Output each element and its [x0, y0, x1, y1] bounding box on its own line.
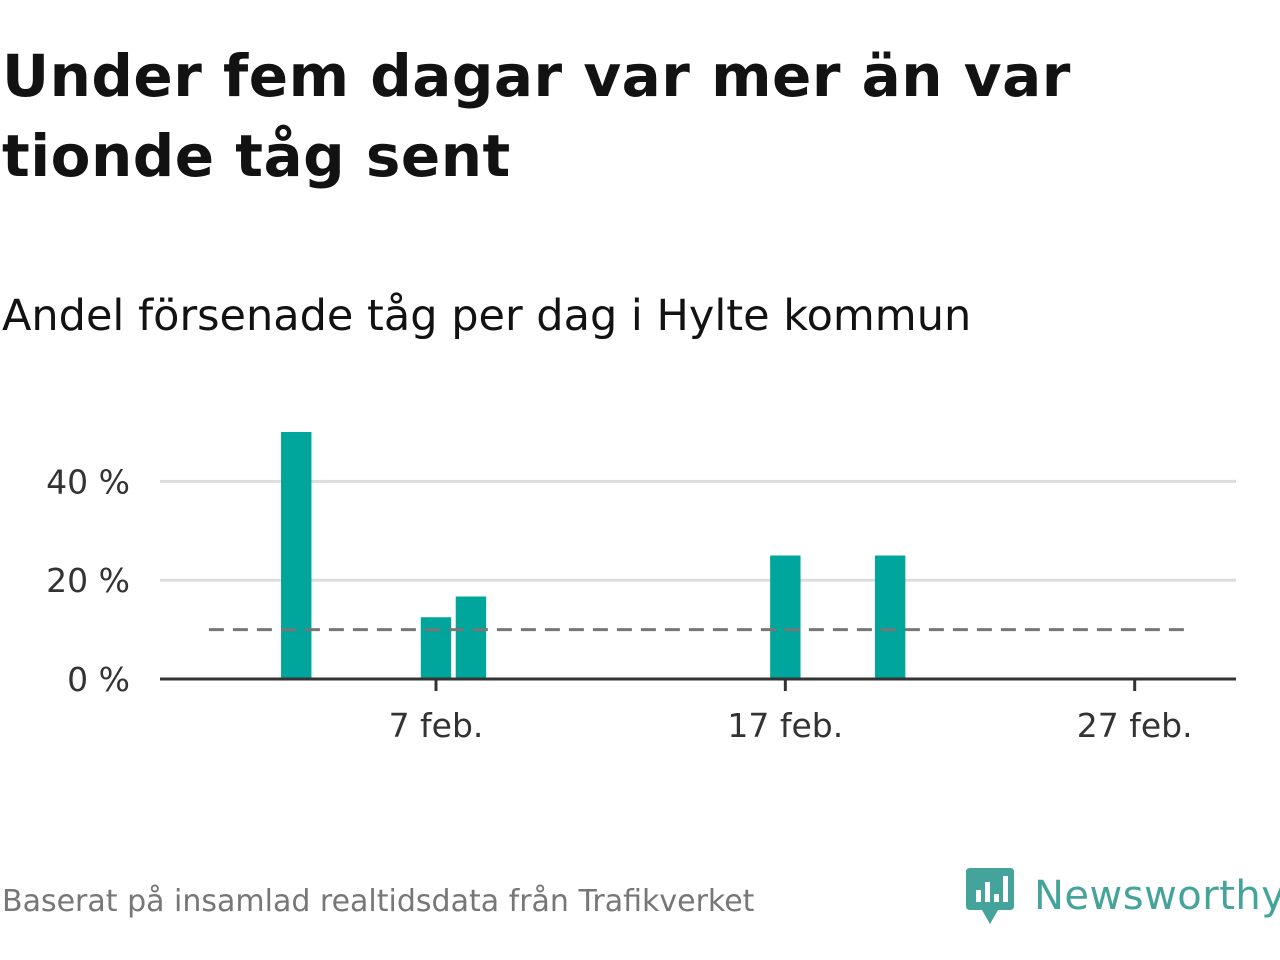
- bar: [281, 432, 312, 679]
- chart-title: Under fem dagar var mer än var tionde tå…: [2, 42, 1071, 190]
- x-tick-label: 7 feb.: [389, 706, 484, 745]
- bar: [455, 596, 487, 679]
- brand-name: Newsworthy: [1034, 873, 1280, 919]
- newsworthy-logo-icon: [966, 868, 1014, 924]
- x-tick-label: 17 feb.: [727, 706, 843, 745]
- x-tick-label: 27 feb.: [1077, 706, 1193, 745]
- axes: 0 % 20 % 40 % 7 feb. 17 feb. 27 feb.: [46, 462, 1236, 745]
- bar: [874, 555, 906, 679]
- newsworthy-logo: Newsworthy: [964, 864, 1280, 928]
- y-tick-label: 40 %: [46, 462, 130, 501]
- y-tick-label: 20 %: [46, 561, 130, 600]
- bar: [770, 555, 801, 679]
- y-tick-label: 0 %: [67, 660, 130, 699]
- bar-chart: 0 % 20 % 40 % 7 feb. 17 feb. 27 feb.: [46, 432, 1236, 745]
- bar: [420, 617, 452, 679]
- gridlines: [160, 479, 1236, 582]
- chart-subtitle: Andel försenade tåg per dag i Hylte komm…: [2, 291, 972, 341]
- bars: [281, 432, 906, 679]
- source-note: Baserat på insamlad realtidsdata från Tr…: [2, 884, 755, 919]
